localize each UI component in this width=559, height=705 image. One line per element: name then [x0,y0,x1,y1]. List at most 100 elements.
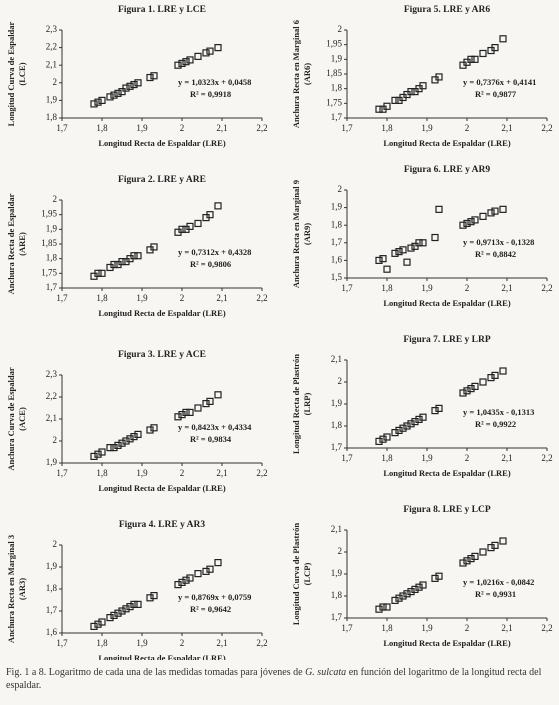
x-tick-label: 1,9 [136,123,148,133]
y-tick-label: 1,9 [46,561,58,571]
point [479,49,487,58]
point [146,426,154,434]
point [206,47,214,55]
chart-title: Figura 6. LRE y AR9 [404,165,491,175]
point [435,404,443,412]
point [122,84,130,92]
equation: y = 0,8423x + 0,4334 [178,422,252,432]
y-tick-label: 1,7 [331,237,343,247]
point [194,404,202,412]
chart-title: Figura 8. LRE y LCP [403,505,491,515]
point [186,408,194,416]
point [182,58,190,66]
r-squared: R² = 0,9918 [190,89,231,99]
point [487,374,495,382]
point [146,594,154,602]
y-tick-label: 2,1 [331,354,342,364]
point [467,218,475,226]
y-tick-label: 2,3 [46,369,58,379]
y-tick-label: 1,95 [326,39,342,49]
point [90,452,98,460]
x-tick-label: 1,8 [381,123,393,133]
point [110,91,118,99]
x-tick-label: 2,2 [541,123,552,133]
point [98,448,106,456]
point [411,418,419,426]
y-tick-label: 2,1 [331,524,342,534]
point [383,603,391,611]
y-tick-label: 1,8 [331,219,343,229]
point [110,260,118,269]
point [202,49,210,57]
x-axis-label: Longitud Recta de Espaldar (LRE) [383,298,511,308]
y-tick-label: 1,75 [41,267,57,277]
x-tick-label: 1,9 [421,453,433,463]
point [182,576,190,584]
x-axis-label: Longitud Recta de Espaldar (LRE) [383,638,511,648]
y-axis-label: Longitud Curva de Plastrón [291,523,301,626]
x-tick-label: 1,8 [96,123,108,133]
equation: y = 1,0435x - 0,1313 [463,407,534,417]
x-axis-label: Longitud Recta de Espaldar (LRE) [383,468,511,478]
x-axis-label: Longitud Recta de Espaldar (LRE) [98,138,226,148]
equation: y = 0,7376x + 0,4141 [463,77,536,87]
y-tick-label: 1,7 [46,282,58,292]
y-tick-label: 1,8 [46,112,58,122]
point [134,252,142,260]
y-axis-label: Longitud Curva de Espaldar [6,21,16,126]
x-tick-label: 1,7 [56,123,68,133]
point [194,52,202,61]
point [202,567,210,576]
caption: Fig. 1 a 8. Logaritmo de cada una de las… [6,666,554,692]
y-tick-label: 2 [338,184,343,194]
point [415,239,423,247]
y-tick-label: 1,85 [41,238,57,248]
point [459,389,467,397]
y-tick-label: 1,85 [326,68,342,78]
y-tick-label: 1,9 [46,223,58,233]
x-tick-label: 2 [465,283,470,293]
y-tick-label: 2,2 [46,42,57,52]
point [114,441,122,449]
equation: y = 1,0323x + 0,0458 [178,77,251,87]
point [122,605,130,613]
chart-title: Figura 2. LRE y ARE [118,175,206,185]
point [118,607,126,615]
y-tick-label: 1,8 [331,590,343,600]
point [399,424,407,432]
point [379,603,387,611]
point [214,43,222,52]
y-axis-label: (ACE) [17,407,27,431]
equation: y = 0,9713x - 0,1328 [463,237,534,247]
y-tick-label: 2,3 [46,24,58,34]
y-tick-label: 1,9 [331,398,343,408]
y-tick-label: 2,1 [46,413,57,423]
point [459,221,467,229]
y-tick-label: 2 [338,24,343,34]
x-axis-label: Longitud Recta de Espaldar (LRE) [98,483,226,493]
y-tick-label: 1,7 [331,442,343,452]
y-tick-label: 1,7 [46,605,58,615]
y-tick-label: 1,9 [331,568,343,578]
point [126,435,134,443]
point [375,256,383,264]
y-axis-label: (AR9) [302,223,312,245]
y-tick-label: 1,8 [331,420,343,430]
point [106,444,114,452]
point [411,585,419,594]
point [487,209,495,217]
y-axis-label: (LRP) [302,393,312,416]
point [407,587,415,596]
r-squared: R² = 0,9834 [190,434,232,444]
chart-title: Figura 7. LRE y LRP [403,335,491,345]
point [415,415,423,423]
point [499,205,507,213]
point [375,105,383,113]
point [114,89,122,97]
point [98,96,106,105]
point [150,243,158,251]
y-axis-label: Anchura Curva de Espaldar [6,367,16,470]
point [98,269,106,277]
y-axis-label: (AR6) [302,63,312,85]
point [126,602,134,611]
